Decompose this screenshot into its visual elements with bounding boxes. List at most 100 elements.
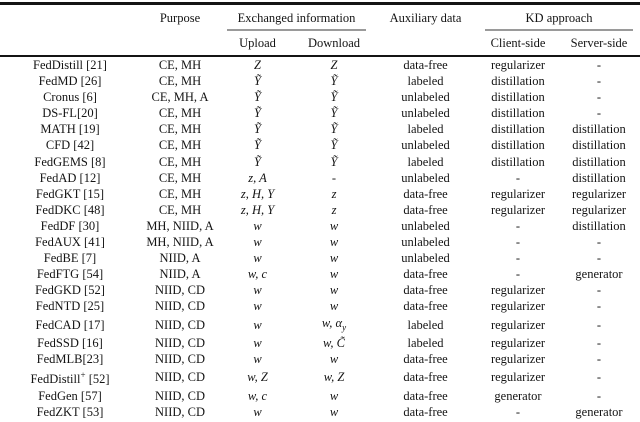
client-kd-cell: - bbox=[515, 267, 521, 282]
method-cell: FedGKD [52] bbox=[35, 283, 105, 298]
auxiliary-cell: data-free bbox=[403, 388, 448, 403]
upload-cell: Ỹ bbox=[254, 106, 261, 121]
upload-cell: w bbox=[253, 352, 262, 367]
auxiliary-cell: data-free bbox=[403, 58, 448, 72]
auxiliary-cell: data-free bbox=[403, 283, 448, 298]
method-cell: FedBE [7] bbox=[43, 251, 97, 266]
client-kd-cell: - bbox=[515, 235, 521, 250]
client-kd-cell: - bbox=[515, 251, 521, 266]
download-cell: Ỹ bbox=[330, 122, 338, 137]
purpose-cell: CE, MH bbox=[158, 122, 202, 137]
auxiliary-cell: unlabeled bbox=[401, 90, 450, 105]
method-cell: FedDistill+ [52] bbox=[30, 370, 110, 387]
exchanged-info-underline bbox=[227, 29, 367, 31]
upload-cell: Ỹ bbox=[254, 138, 261, 153]
auxiliary-data-header: Auxiliary data bbox=[373, 5, 478, 32]
client-kd-cell: generator bbox=[494, 388, 542, 403]
purpose-subheader-empty bbox=[140, 32, 220, 57]
client-side-header: Client-side bbox=[478, 32, 559, 57]
server-kd-cell: regularizer bbox=[571, 186, 627, 201]
header-sub-row: Upload Download Client-side Server-side bbox=[0, 32, 640, 57]
method-cell: FedMLB[23] bbox=[36, 352, 104, 367]
table-row: FedAUX [41] MH, NIID, A w w unlabeled - - bbox=[0, 234, 640, 250]
purpose-cell: CE, MH, A bbox=[151, 90, 209, 105]
table-row: FedFTG [54] NIID, A w, c w data-free - generat… bbox=[0, 266, 640, 282]
upload-cell: Z bbox=[254, 58, 261, 72]
table-row: FedGen [57] NIID, CD w, c w data-free generat… bbox=[0, 388, 640, 404]
table-row: FedBE [7] NIID, A w w unlabeled - - bbox=[0, 250, 640, 266]
method-cell: FedGEMS [8] bbox=[34, 154, 106, 169]
download-cell: w bbox=[329, 352, 339, 367]
method-cell: FedSSD [16] bbox=[37, 336, 103, 351]
table-row: FedDF [30] MH, NIID, A w w unlabeled - distill… bbox=[0, 218, 640, 234]
server-side-header: Server-side bbox=[558, 32, 640, 57]
download-cell: z bbox=[331, 202, 337, 217]
client-kd-cell: - bbox=[515, 404, 521, 419]
upload-cell: Ỹ bbox=[254, 90, 261, 105]
exchanged-info-group-header: Exchanged information bbox=[220, 5, 373, 32]
server-kd-cell: - bbox=[596, 336, 602, 351]
auxiliary-data-label: Auxiliary data bbox=[389, 11, 462, 25]
auxiliary-cell: data-free bbox=[403, 299, 448, 314]
auxiliary-cell: unlabeled bbox=[401, 170, 450, 185]
purpose-cell: NIID, CD bbox=[155, 404, 205, 419]
auxiliary-cell: data-free bbox=[403, 202, 448, 217]
download-header: Download bbox=[295, 32, 374, 57]
download-cell: Ỹ bbox=[330, 74, 338, 89]
purpose-cell: NIID, CD bbox=[155, 352, 205, 367]
download-cell: w, Z bbox=[323, 370, 345, 385]
upload-cell: w, c bbox=[247, 267, 268, 282]
client-kd-cell: regularizer bbox=[490, 202, 546, 217]
table-row: FedNTD [25] NIID, CD w w data-free regularize… bbox=[0, 298, 640, 314]
table-row: FedGKT [15] CE, MH z, H, Y z data-free regula… bbox=[0, 186, 640, 202]
purpose-cell: CE, MH bbox=[158, 106, 202, 121]
download-cell: Ỹ bbox=[330, 154, 338, 169]
method-cell: CFD [42] bbox=[45, 138, 95, 153]
table-row: FedSSD [16] NIID, CD w w, C̃ labeled regulari… bbox=[0, 335, 640, 351]
method-cell: FedCAD [17] bbox=[35, 317, 105, 332]
client-kd-cell: regularizer bbox=[490, 336, 546, 351]
auxiliary-cell: data-free bbox=[403, 352, 448, 367]
server-kd-cell: - bbox=[596, 58, 602, 72]
client-kd-cell: distillation bbox=[491, 138, 545, 153]
download-cell: w bbox=[329, 388, 339, 403]
upload-cell: w bbox=[253, 404, 262, 419]
client-kd-cell: regularizer bbox=[490, 283, 546, 298]
upload-cell: z, H, Y bbox=[240, 186, 275, 201]
client-kd-cell: regularizer bbox=[490, 370, 546, 385]
method-cell: FedDistill [21] bbox=[33, 58, 107, 72]
purpose-header-label: Purpose bbox=[159, 11, 201, 25]
download-cell: w bbox=[329, 283, 339, 298]
header-group-row: Purpose Exchanged information Auxiliary … bbox=[0, 5, 640, 32]
method-cell: FedFTG [54] bbox=[36, 267, 104, 282]
download-cell: w bbox=[329, 235, 339, 250]
client-kd-cell: regularizer bbox=[490, 352, 546, 367]
upload-cell: w bbox=[253, 299, 262, 314]
purpose-cell: NIID, A bbox=[159, 267, 201, 282]
table-row: FedCAD [17] NIID, CD w w, αy labeled regulari… bbox=[0, 315, 640, 336]
auxiliary-cell: labeled bbox=[407, 74, 444, 89]
table-row: FedZKT [53] NIID, CD w w data-free - generator bbox=[0, 404, 640, 420]
purpose-cell: CE, MH bbox=[158, 186, 202, 201]
purpose-cell: CE, MH bbox=[158, 170, 202, 185]
server-kd-cell: - bbox=[596, 90, 602, 105]
auxiliary-cell: unlabeled bbox=[401, 235, 450, 250]
table-row: FedAD [12] CE, MH z, A - unlabeled - distillat… bbox=[0, 170, 640, 186]
client-kd-cell: distillation bbox=[491, 90, 545, 105]
auxiliary-cell: labeled bbox=[407, 336, 444, 351]
upload-cell: z, A bbox=[248, 170, 267, 185]
upload-cell: w bbox=[253, 283, 262, 298]
download-cell: Ỹ bbox=[330, 138, 338, 153]
server-kd-cell: distillation bbox=[572, 138, 626, 153]
client-kd-cell: regularizer bbox=[490, 186, 546, 201]
auxiliary-cell: unlabeled bbox=[401, 218, 450, 233]
server-kd-cell: - bbox=[596, 74, 602, 89]
server-kd-cell: - bbox=[596, 251, 602, 266]
auxiliary-cell: labeled bbox=[407, 317, 444, 332]
purpose-cell: NIID, A bbox=[159, 251, 201, 266]
auxiliary-cell: data-free bbox=[403, 404, 448, 419]
